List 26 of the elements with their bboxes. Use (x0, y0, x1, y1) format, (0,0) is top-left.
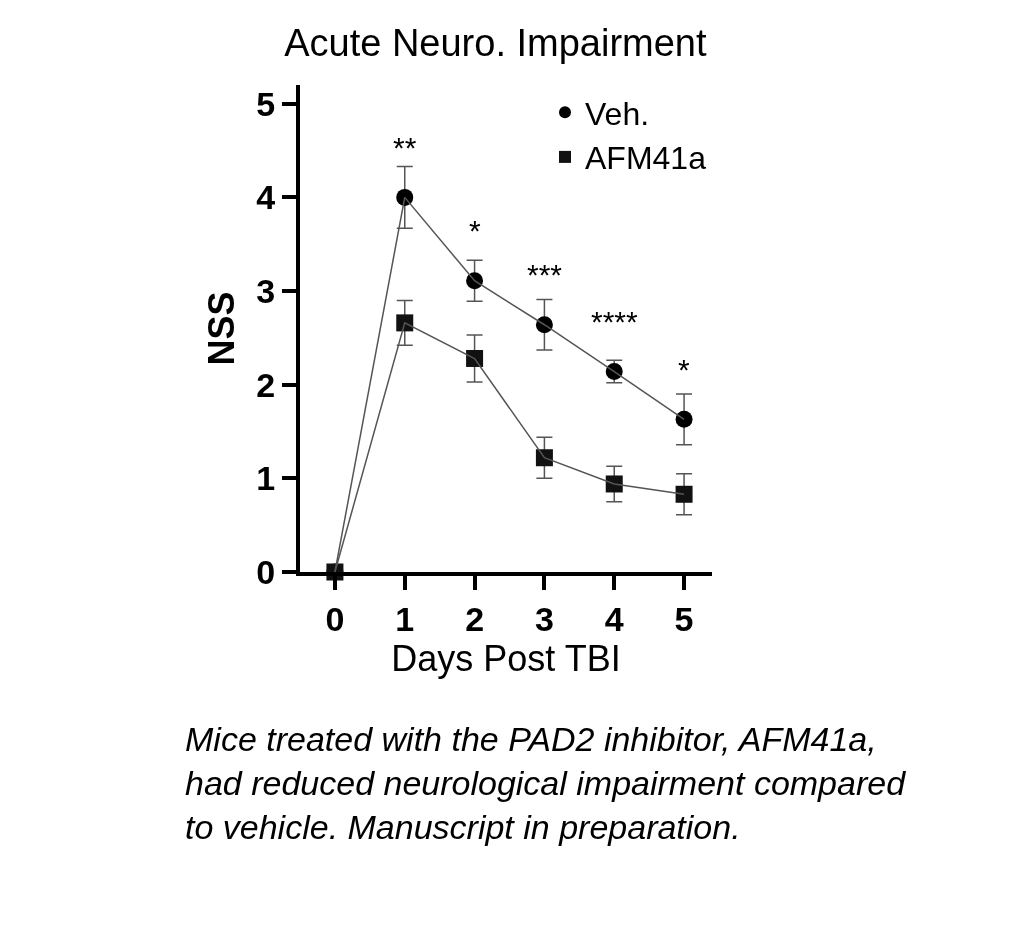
y-axis-title: NSS (200, 291, 242, 366)
x-tick-label: 4 (604, 599, 624, 638)
point (605, 475, 623, 493)
annotation: **** (591, 305, 639, 338)
x-tick-label: 3 (534, 599, 554, 638)
y-tick-label: 4 (256, 178, 276, 217)
annotation: *** (527, 258, 563, 291)
y-tick-label: 2 (256, 365, 276, 404)
point (675, 410, 693, 428)
annotation: * (678, 353, 690, 386)
x-tick-label: 5 (674, 599, 694, 638)
x-tick-label: 0 (325, 599, 345, 638)
y-tick-label: 1 (256, 459, 276, 498)
y-tick-label: 5 (256, 84, 276, 123)
chart-title: Acute Neuro. Impairment (284, 21, 707, 64)
y-tick-label: 3 (256, 271, 276, 310)
x-axis-title: Days Post TBI (391, 637, 621, 679)
legend-label: AFM41a (585, 140, 707, 177)
point (675, 485, 693, 503)
legend-label: Veh. (585, 95, 650, 132)
x-tick-label: 2 (465, 599, 485, 638)
text: Mice treated with the PAD2 inhibitor, AFM41a, had reduced neurological impairment compared to vehicle. Manuscript in preparation. (185, 720, 907, 847)
y-tick-label: 0 (256, 552, 276, 591)
x-tick-label: 1 (395, 599, 415, 638)
annotation: ** (393, 131, 417, 164)
annotation: * (469, 214, 481, 247)
